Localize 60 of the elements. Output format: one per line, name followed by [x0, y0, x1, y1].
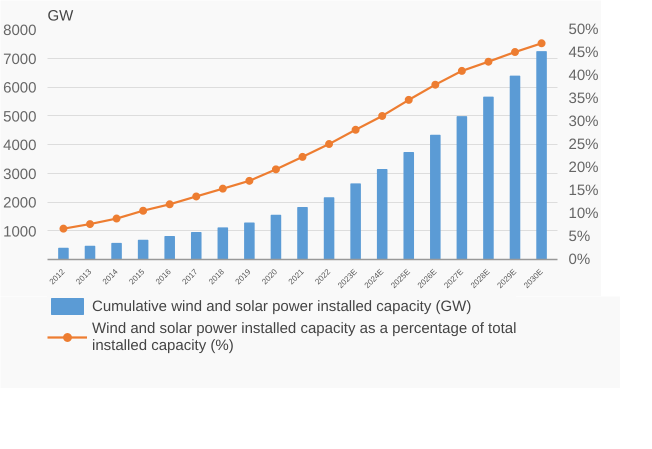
y-tick-label: 8000 — [3, 22, 37, 39]
bar — [430, 134, 441, 260]
point — [245, 176, 254, 185]
bar — [84, 246, 96, 260]
y2-tick-label: 0% — [568, 251, 590, 268]
bar — [483, 96, 494, 260]
y2-tick-label: 20% — [568, 159, 599, 176]
bar — [270, 214, 282, 260]
y2-tick-label: 15% — [568, 182, 599, 199]
bar — [456, 116, 468, 260]
point — [59, 224, 68, 233]
point — [166, 200, 174, 208]
bar — [297, 206, 308, 260]
bar — [218, 227, 228, 260]
y2-tick-label: 50% — [568, 21, 599, 38]
bar — [536, 51, 547, 260]
bar — [190, 232, 202, 260]
y2-tick-label: 35% — [568, 90, 599, 107]
y-tick-label: 5000 — [3, 108, 37, 126]
bar — [138, 240, 148, 260]
point — [484, 58, 492, 66]
point — [378, 112, 386, 120]
bar — [164, 236, 175, 260]
point — [112, 214, 121, 223]
point — [538, 39, 546, 48]
legend-label: Cumulative wind and solar power installed capacity (GW) — [92, 296, 472, 316]
y-tick-label: 2000 — [3, 194, 37, 212]
bar — [324, 197, 334, 260]
bar — [111, 242, 122, 260]
bar — [244, 222, 255, 260]
point — [86, 220, 94, 228]
point — [218, 184, 227, 193]
y2-tick-label: 30% — [568, 113, 599, 130]
y2-tick-label: 25% — [568, 136, 599, 153]
point — [352, 126, 360, 134]
y-tick-label: 7000 — [3, 50, 37, 68]
y-axis-title: GW — [48, 8, 74, 24]
bar — [350, 183, 361, 260]
y-tick-label: 4000 — [3, 137, 37, 154]
y2-tick-label: 5% — [568, 228, 590, 245]
point — [192, 192, 200, 200]
bar — [376, 169, 388, 260]
point — [325, 140, 334, 148]
y-tick-label: 6000 — [3, 80, 37, 96]
legend-label: Wind and solar power installed capacity as a percentage of total installed capacity (%) — [92, 320, 516, 354]
point — [139, 206, 148, 215]
y2-tick-label: 10% — [568, 205, 599, 222]
bar — [510, 76, 520, 260]
y2-tick-label: 45% — [568, 44, 599, 61]
y2-tick-label: 40% — [568, 67, 599, 84]
point — [272, 165, 280, 174]
y-tick-label: 1000 — [3, 223, 37, 240]
point — [404, 96, 413, 104]
bar — [403, 152, 414, 260]
point — [298, 152, 306, 161]
bar — [58, 248, 69, 260]
point — [458, 66, 466, 75]
y-tick-label: 3000 — [3, 166, 37, 183]
point — [431, 80, 440, 89]
point — [511, 48, 519, 56]
